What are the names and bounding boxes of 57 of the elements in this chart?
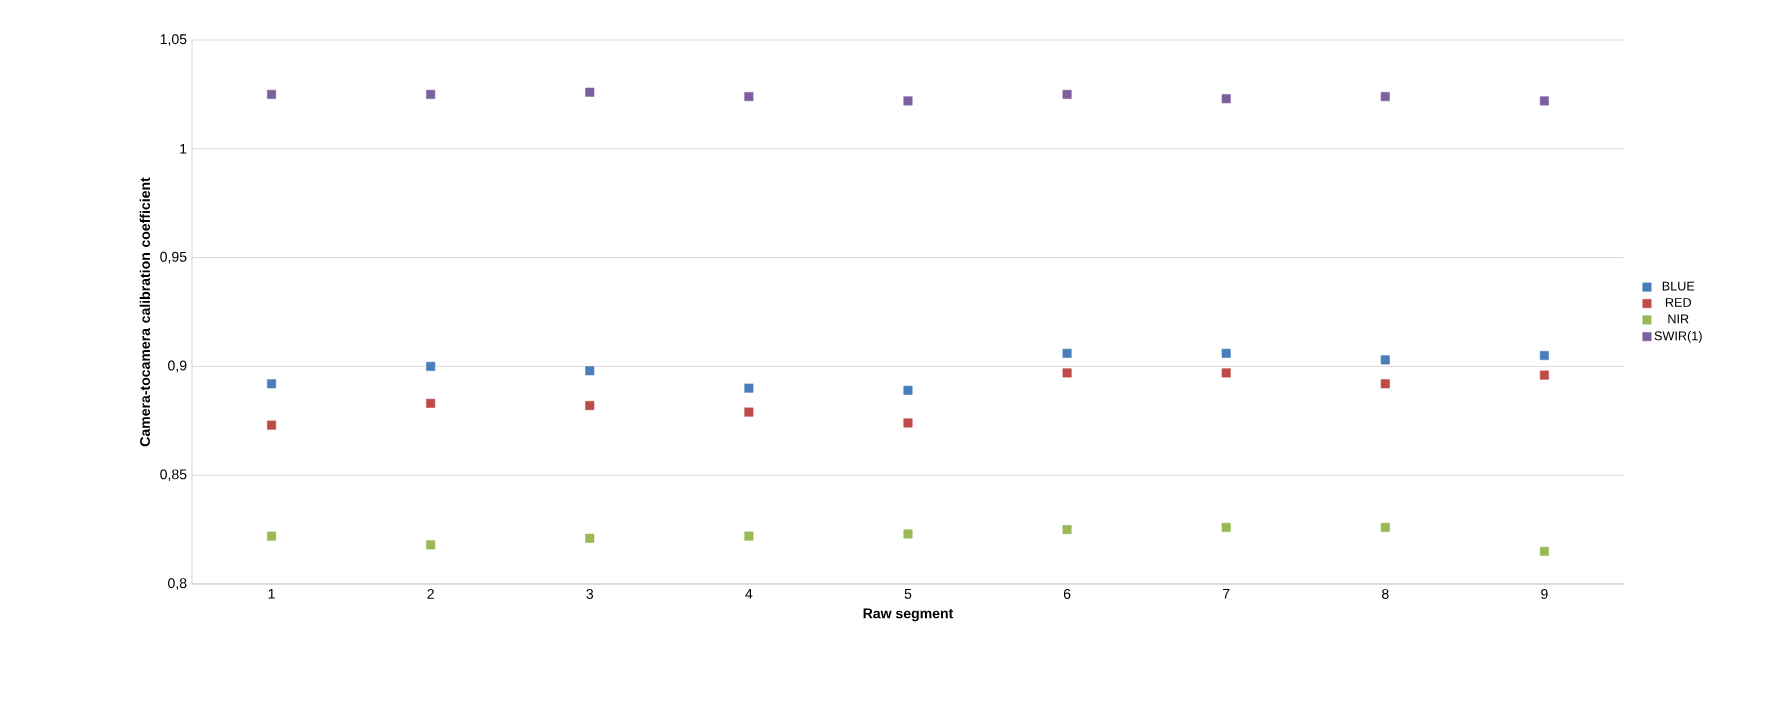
x-tick-label: 3 <box>586 588 594 599</box>
point <box>744 92 754 102</box>
point <box>744 531 754 541</box>
x-tick-label: 5 <box>904 588 912 599</box>
point <box>1221 368 1231 378</box>
x-tick-label: 8 <box>1382 588 1389 599</box>
x-tick-label: 9 <box>1541 588 1548 599</box>
point <box>585 87 595 97</box>
point <box>1539 370 1549 380</box>
point <box>1380 92 1390 102</box>
legend-label: BLUE <box>1662 281 1695 291</box>
x-tick-label: 7 <box>1223 588 1230 599</box>
y-axis-title: Camera-tocamera calibration coefficient <box>139 177 151 447</box>
point <box>903 418 913 428</box>
x-tick-label: 6 <box>1063 588 1071 599</box>
point <box>744 407 754 417</box>
point <box>585 401 595 411</box>
point <box>1221 522 1231 532</box>
point <box>1062 525 1072 535</box>
point <box>1221 94 1231 104</box>
point <box>1539 546 1549 556</box>
legend-label: NIR <box>1668 314 1689 324</box>
point <box>426 361 436 371</box>
point <box>903 385 913 395</box>
y-tick-label: 0,95 <box>160 251 187 264</box>
point <box>426 89 436 99</box>
point <box>1062 348 1072 358</box>
point <box>903 96 913 106</box>
point <box>267 89 277 99</box>
y-tick-label: 0,85 <box>160 469 187 481</box>
point <box>267 531 277 541</box>
x-tick-label: 4 <box>745 588 753 599</box>
point <box>426 398 436 408</box>
point <box>1380 355 1390 365</box>
y-tick-label: 1,05 <box>160 34 187 46</box>
point <box>903 529 913 539</box>
point <box>267 379 277 389</box>
point <box>1062 89 1072 99</box>
point <box>426 540 436 550</box>
point <box>1380 379 1390 389</box>
point <box>267 420 277 430</box>
legend-label: SWIR(1) <box>1654 331 1702 343</box>
x-axis-title: Raw segment <box>863 608 954 622</box>
x-tick-label: 1 <box>268 588 275 599</box>
point <box>1380 522 1390 532</box>
point <box>1062 368 1072 378</box>
point <box>1539 96 1549 106</box>
y-tick-label: 0,9 <box>168 360 187 373</box>
point <box>1221 348 1231 358</box>
point <box>585 533 595 543</box>
legend-label: RED <box>1665 298 1692 307</box>
x-tick-label: 2 <box>427 588 434 599</box>
point <box>1539 351 1549 360</box>
y-tick-label: 1 <box>180 143 187 154</box>
point <box>744 383 754 393</box>
y-tick-label: 0,8 <box>168 578 187 590</box>
point <box>585 366 595 376</box>
